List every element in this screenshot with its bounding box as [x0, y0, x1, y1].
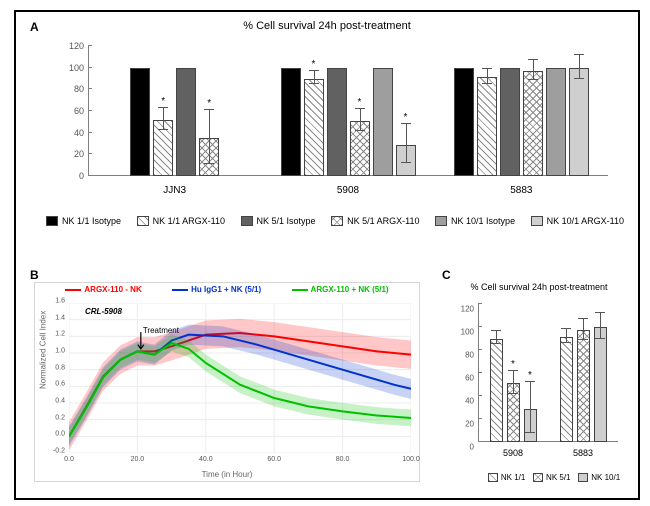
panel-a-chart: 020406080100120**JJN3***59085883 [58, 46, 608, 196]
legend-b-2: ARGX-110 + NK (5/1) [292, 285, 389, 294]
bar-5883-nk101_argx [569, 68, 589, 176]
legend-item-nk51_argx: NK 5/1 ARGX-110 [331, 216, 419, 226]
bar-JJN3-nk51_argx [199, 138, 219, 176]
xgroup-5908: 5908 [337, 185, 359, 196]
legend-item-nk101_argx: NK 10/1 ARGX-110 [531, 216, 624, 226]
bar-JJN3-nk11_iso [130, 68, 150, 176]
bar-5908-nk51_iso [327, 68, 347, 176]
bar-JJN3-nk11_argx [153, 120, 173, 176]
bar-5883-nk101_iso [546, 68, 566, 176]
legend-item-nk101_iso: NK 10/1 Isotype [435, 216, 515, 226]
bar-5883-nk51_iso [500, 68, 520, 176]
treatment-label: Treatment [143, 326, 179, 335]
panel-b-chart: ARGX-110 - NK Hu IgG1 + NK (5/1) ARGX-110 … [34, 282, 420, 482]
bar-5908-nk11_argx [304, 79, 324, 177]
xgroup-JJN3: JJN3 [163, 185, 186, 196]
xgroup-c-5883: 5883 [573, 448, 593, 458]
xgroup-5883: 5883 [510, 185, 532, 196]
legend-b-0: ARGX-110 - NK [65, 285, 141, 294]
bar-5883-nk11_argx [477, 77, 497, 176]
bar-c-5883-nk101 [594, 327, 607, 442]
panel-b-xlabel: Time (in Hour) [35, 470, 419, 479]
panel-b-label: B [30, 268, 39, 282]
panel-a-legend: NK 1/1 Isotype NK 1/1 ARGX-110 NK 5/1 Isot… [46, 216, 624, 226]
bar-c-5908-nk101 [524, 409, 537, 442]
legend-b-1: Hu IgG1 + NK (5/1) [172, 285, 261, 294]
panel-b-plot [69, 303, 411, 453]
legend-c-nk51: NK 5/1 [533, 473, 570, 482]
legend-item-nk51_iso: NK 5/1 Isotype [241, 216, 316, 226]
legend-item-nk11_iso: NK 1/1 Isotype [46, 216, 121, 226]
panel-c-label: C [442, 268, 451, 282]
figure-frame: A % Cell survival 24h post-treatment 020… [14, 10, 640, 500]
panel-c-title: % Cell survival 24h post-treatment [454, 282, 624, 292]
bar-5883-nk11_iso [454, 68, 474, 176]
bar-c-5908-nk11 [490, 339, 503, 443]
legend-c-nk11: NK 1/1 [488, 473, 525, 482]
bar-c-5908-nk51 [507, 383, 520, 442]
bar-5908-nk101_iso [373, 68, 393, 176]
bar-5908-nk11_iso [281, 68, 301, 176]
bar-c-5883-nk51 [577, 330, 590, 442]
panel-a-title: % Cell survival 24h post-treatment [16, 20, 638, 32]
panel-c-chart: % Cell survival 24h post-treatment NK 1/… [454, 282, 624, 482]
bar-5883-nk51_argx [523, 71, 543, 176]
legend-item-nk11_argx: NK 1/1 ARGX-110 [137, 216, 225, 226]
legend-c-nk101: NK 10/1 [578, 473, 620, 482]
bar-5908-nk51_argx [350, 121, 370, 176]
bar-5908-nk101_argx [396, 145, 416, 176]
bar-c-5883-nk11 [560, 337, 573, 442]
bar-JJN3-nk51_iso [176, 68, 196, 176]
xgroup-c-5908: 5908 [503, 448, 523, 458]
